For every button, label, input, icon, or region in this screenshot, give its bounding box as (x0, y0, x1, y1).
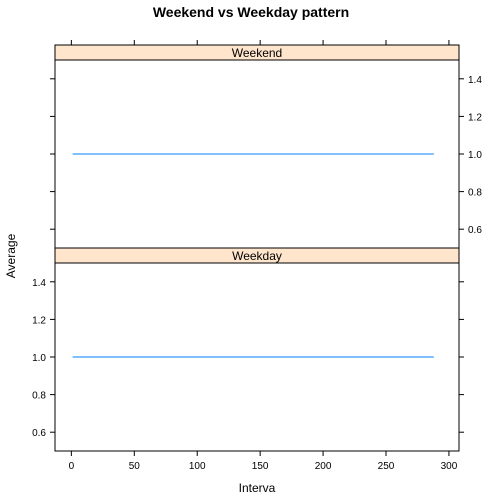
y-axis-title: Average (4, 233, 18, 278)
x-axis-title: Interva (239, 481, 276, 495)
y-tick-label-weekday: 0.6 (32, 428, 46, 439)
y-tick-label-weekend: 1.2 (468, 112, 482, 123)
y-tick-label-weekend: 0.8 (468, 188, 482, 199)
y-tick-label-weekday: 0.8 (32, 391, 46, 402)
y-tick-label-weekend: 0.6 (468, 225, 482, 236)
x-tick-label: 50 (129, 461, 141, 472)
y-tick-label-weekday: 1.4 (32, 278, 46, 289)
strip-label-weekday: Weekday (232, 249, 282, 263)
x-tick-label: 300 (441, 461, 458, 472)
x-tick-label: 250 (378, 461, 395, 472)
x-tick-label: 200 (315, 461, 332, 472)
y-tick-label-weekend: 1.0 (468, 150, 482, 161)
x-tick-label: 100 (189, 461, 206, 472)
y-tick-label-weekday: 1.0 (32, 353, 46, 364)
strip-label-weekend: Weekend (232, 46, 282, 60)
x-tick-label: 0 (69, 461, 75, 472)
chart-title: Weekend vs Weekday pattern (153, 4, 349, 20)
y-tick-label-weekday: 1.2 (32, 315, 46, 326)
x-tick-label: 150 (252, 461, 269, 472)
y-tick-label-weekend: 1.4 (468, 75, 482, 86)
